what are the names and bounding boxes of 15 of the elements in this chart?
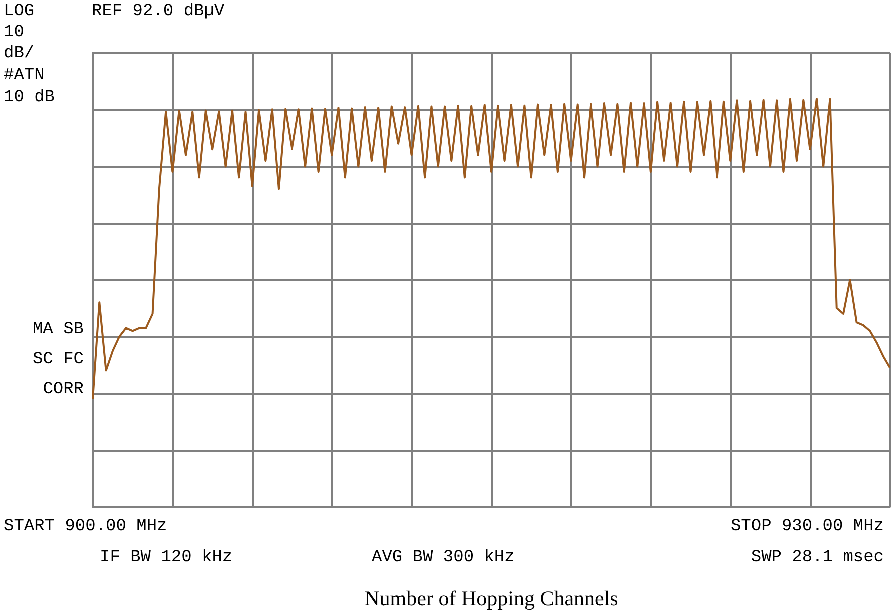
text: #ATN: [4, 66, 45, 86]
text: 10 dB: [4, 88, 56, 108]
text: START 900.00 MHz: [4, 518, 168, 536]
text: dB/: [4, 44, 35, 64]
text: IF BW 120 kHz: [100, 548, 233, 568]
text: AVG BW 300 kHz: [372, 548, 515, 568]
text: REF 92.0 dBµV: [92, 2, 226, 22]
text: CORR: [43, 380, 84, 400]
text: MA SB: [32, 320, 84, 340]
text: 10: [4, 24, 24, 42]
text: SWP 28.1 msec: [751, 548, 884, 568]
text: LOG: [4, 2, 35, 22]
x-axis-title: Number of Hopping Channels: [364, 586, 618, 610]
text: STOP 930.00 MHz: [730, 518, 884, 536]
text: SC FC: [32, 350, 84, 370]
